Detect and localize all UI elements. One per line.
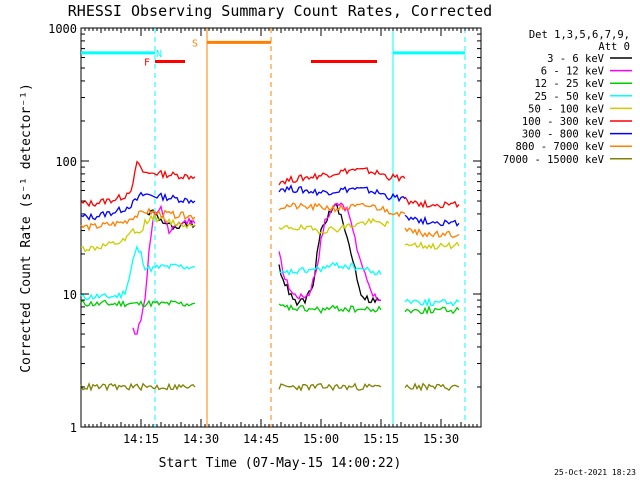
- axis-ticks: 14:15 14:30 14:45 15:00 15:15 15:30 1 10 100 1000: [48, 22, 481, 446]
- series-100-300-kev-segment-2: [278, 167, 406, 186]
- y-axis-label: Corrected Count Rate (s⁻¹ detector⁻¹): [19, 83, 34, 373]
- x-tick-label: 15:15: [363, 432, 399, 446]
- x-axis-label: Start Time (07-May-15 14:00:22): [159, 456, 402, 471]
- series-7000-15000-kev-segment-1: [80, 381, 196, 392]
- flag-label-s: S: [192, 38, 198, 49]
- flag-label-f: F: [144, 57, 150, 68]
- series-7000-15000-kev: [80, 381, 460, 392]
- series-layer: [80, 160, 460, 392]
- series-100-300-kev-segment-1: [80, 160, 196, 208]
- y-tick-label: 1000: [48, 22, 77, 36]
- series-50-100-kev: [80, 212, 460, 253]
- flag-bars: NF S: [81, 38, 465, 68]
- x-tick-label: 14:15: [123, 432, 159, 446]
- series-800-7000-kev-segment-1: [80, 207, 196, 232]
- legend-entry-100-300-kev: 100 - 300 keV: [522, 116, 605, 128]
- legend-entry-12-25-kev: 12 - 25 keV: [534, 78, 604, 90]
- series-50-100-kev-segment-1: [80, 212, 196, 253]
- series-100-300-kev: [80, 160, 460, 209]
- x-tick-label: 14:30: [183, 432, 219, 446]
- y-tick-label: 10: [63, 288, 77, 302]
- series-25-50-kev-segment-2: [278, 261, 382, 277]
- legend-entry-6-12-kev: 6 - 12 keV: [541, 66, 605, 78]
- series-800-7000-kev: [80, 202, 460, 239]
- x-tick-label: 15:30: [423, 432, 459, 446]
- series-300-800-kev-segment-3: [404, 214, 460, 227]
- flag-label-n: N: [156, 49, 162, 60]
- series-7000-15000-kev-segment-3: [404, 382, 460, 392]
- legend-entry-800-7000-kev: 800 - 7000 keV: [515, 141, 604, 153]
- series-800-7000-kev-segment-2: [278, 202, 406, 218]
- x-tick-label: 15:00: [303, 432, 339, 446]
- series-25-50-kev-segment-3: [404, 296, 460, 307]
- series-300-800-kev-segment-2: [278, 184, 406, 203]
- legend-entry-3-6-kev: 3 - 6 keV: [547, 53, 605, 65]
- legend-header-line-1: Det 1,3,5,6,7,9,: [529, 29, 630, 41]
- series-25-50-kev-segment-1: [80, 244, 196, 301]
- series-300-800-kev: [80, 184, 460, 227]
- series-12-25-kev: [80, 299, 460, 315]
- series-6-12-kev-segment-2: [278, 202, 382, 302]
- legend-entry-300-800-kev: 300 - 800 keV: [522, 129, 605, 141]
- y-tick-label: 100: [55, 155, 77, 169]
- chart-title: RHESSI Observing Summary Count Rates, Co…: [68, 2, 492, 20]
- legend-entry-50-100-kev: 50 - 100 keV: [528, 103, 605, 115]
- x-tick-label: 14:45: [243, 432, 279, 446]
- series-25-50-kev: [80, 244, 460, 307]
- series-800-7000-kev-segment-3: [404, 227, 460, 239]
- legend-header-line-2: Att 0: [598, 41, 630, 53]
- series-12-25-kev-segment-1: [80, 299, 196, 308]
- series-100-300-kev-segment-3: [404, 196, 460, 209]
- legend-entry-25-50-kev: 25 - 50 keV: [534, 91, 604, 103]
- series-50-100-kev-segment-3: [404, 241, 460, 250]
- render-timestamp: 25-Oct-2021 18:23: [554, 468, 636, 477]
- series-12-25-kev-segment-3: [404, 304, 460, 315]
- legend-entry-7000-15000-kev: 7000 - 15000 keV: [503, 154, 605, 166]
- series-7000-15000-kev-segment-2: [278, 382, 382, 392]
- y-tick-label: 1: [70, 421, 77, 435]
- series-12-25-kev-segment-2: [278, 303, 382, 315]
- vertical-markers: [154, 28, 466, 427]
- series-50-100-kev-segment-2: [278, 217, 390, 235]
- series-300-800-kev-segment-1: [80, 191, 196, 221]
